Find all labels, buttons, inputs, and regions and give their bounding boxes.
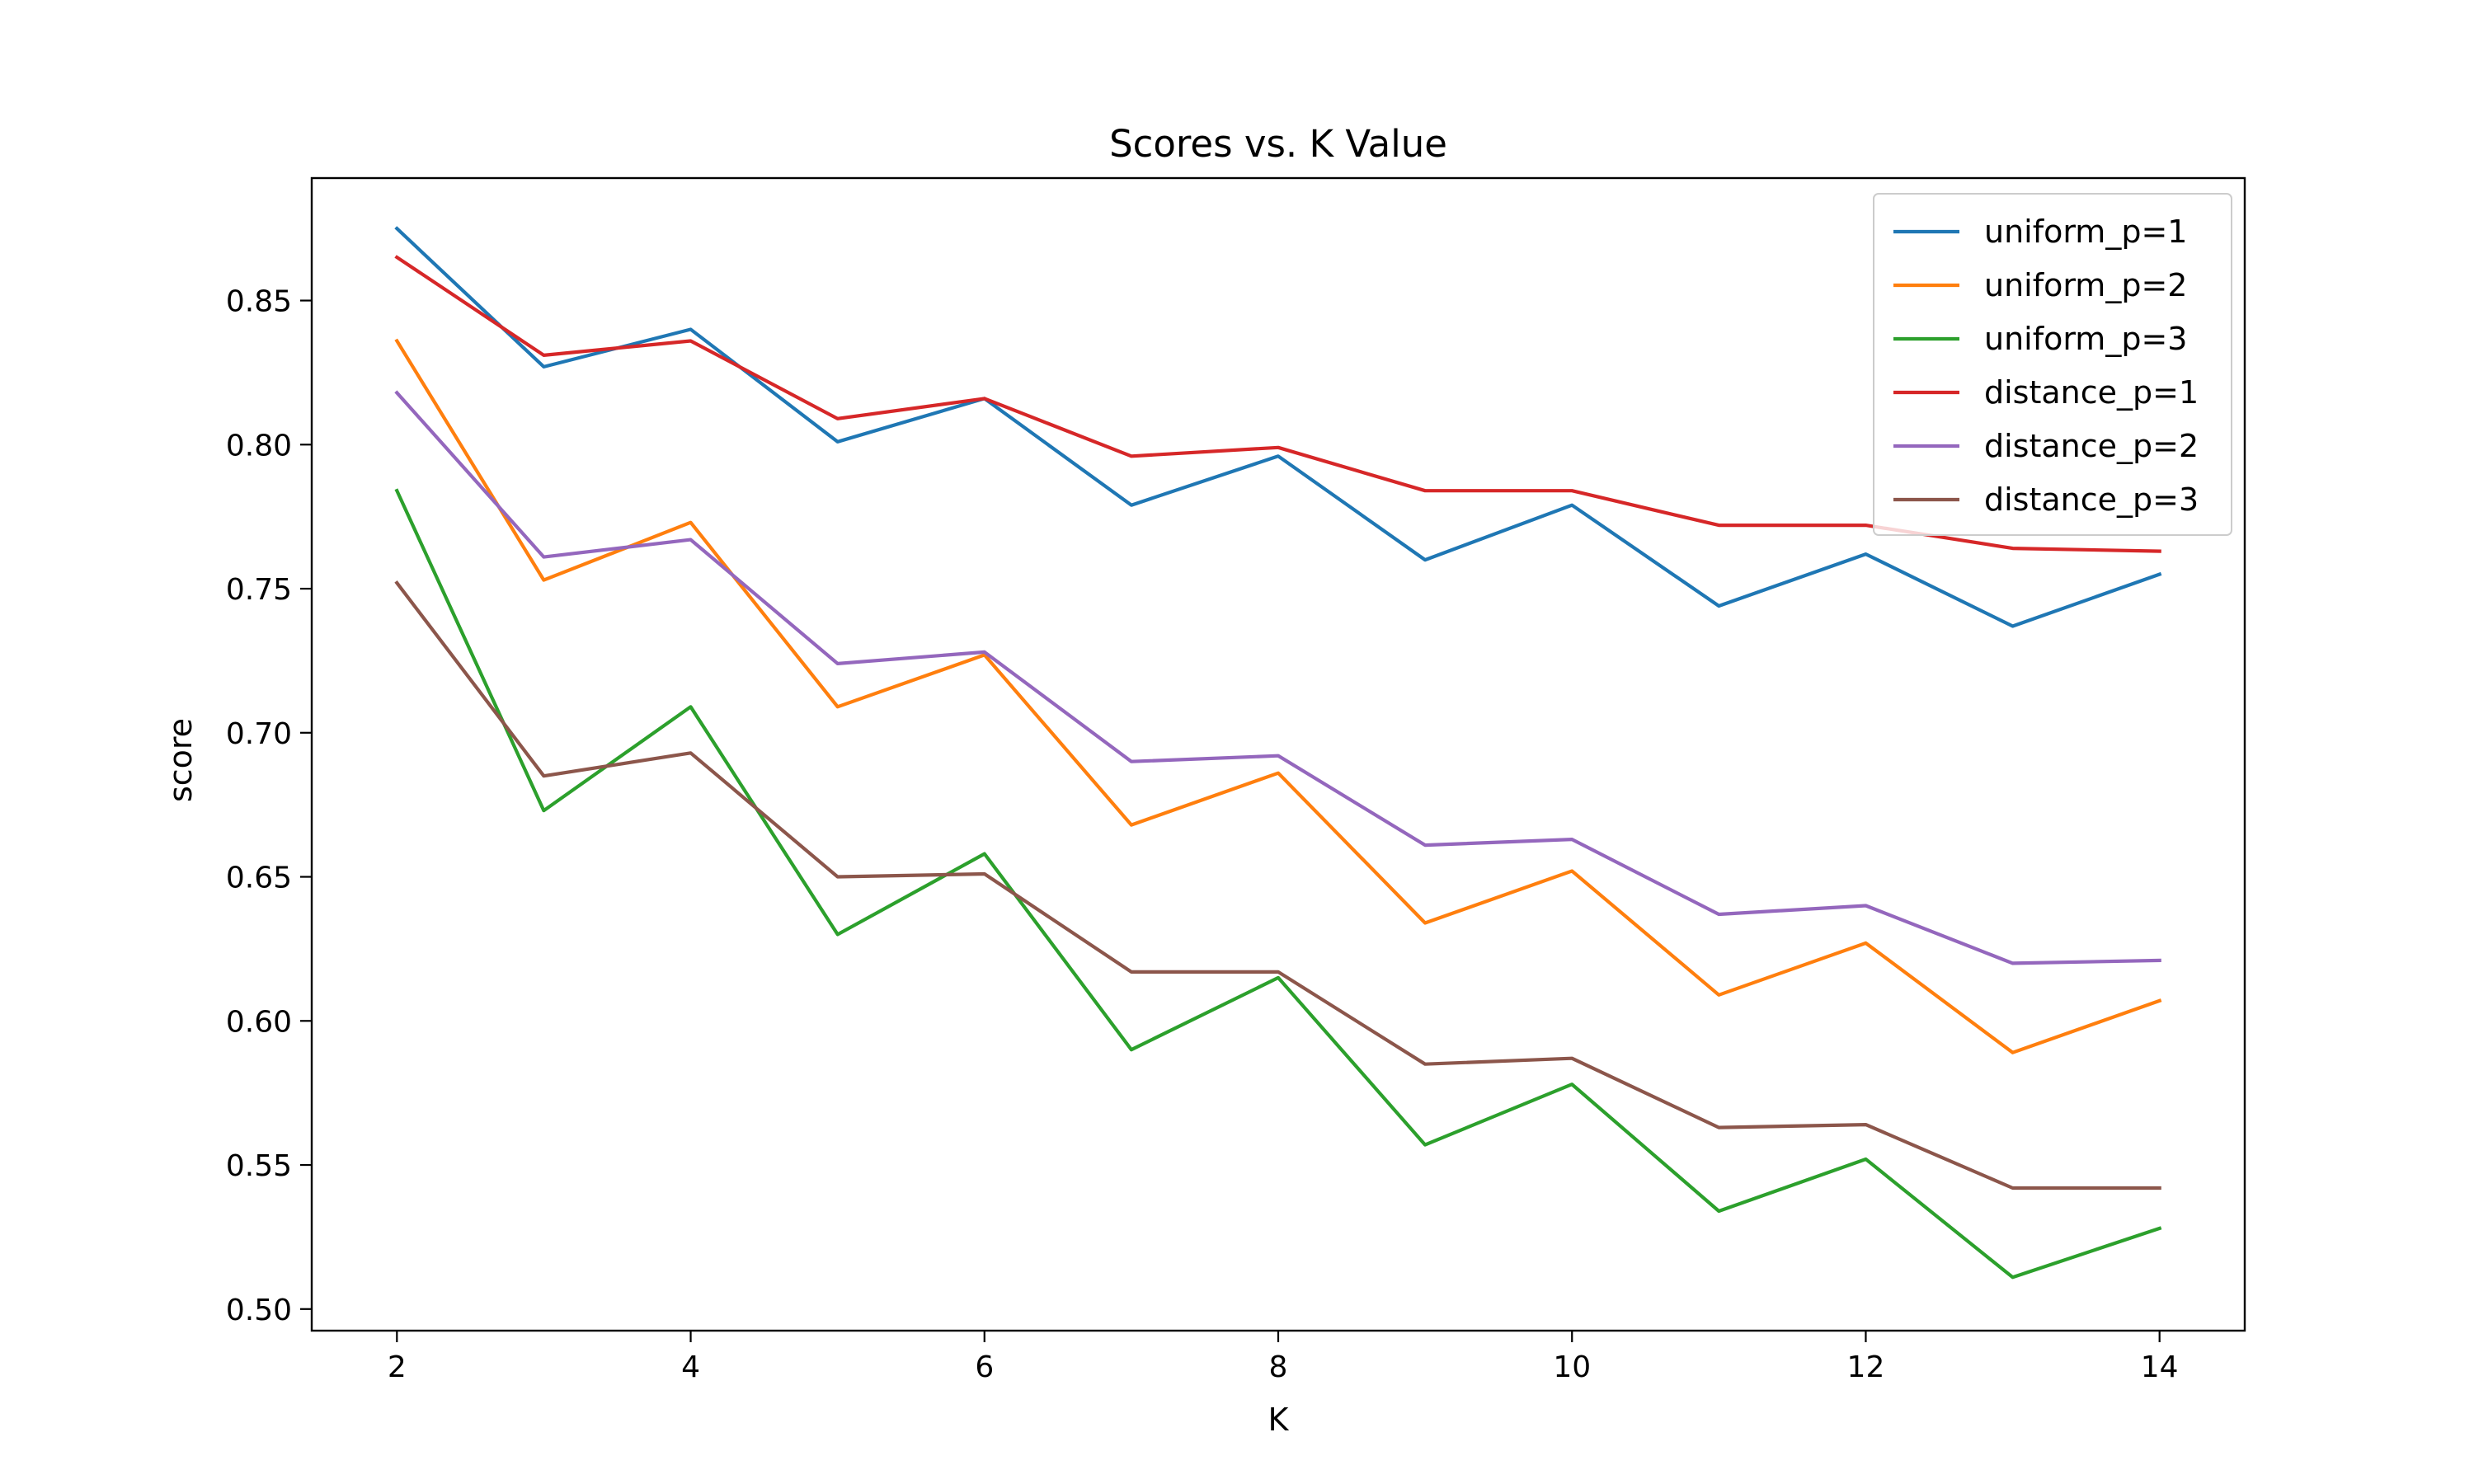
x-tick-label: 4: [681, 1350, 700, 1384]
legend-label: uniform_p=3: [1984, 321, 2187, 357]
legend-box: [1873, 193, 2232, 536]
legend: uniform_p=1 uniform_p=2 uniform_p=3distanc…: [1873, 193, 2232, 536]
y-axis: 0.50 0.55 0.60 0.65 0.70 0.75 0.80 0.85: [226, 285, 312, 1327]
x-tick-label: 2: [388, 1350, 407, 1384]
chart-title: Scores vs. K Value: [1109, 122, 1447, 166]
legend-label: distance_p=1: [1984, 374, 2199, 411]
x-tick-label: 10: [1553, 1350, 1591, 1384]
legend-label: uniform_p=1: [1984, 214, 2187, 250]
y-tick-label: 0.75: [226, 573, 292, 607]
x-tick-label: 8: [1269, 1350, 1288, 1384]
y-tick-label: 0.50: [226, 1294, 292, 1327]
legend-label: distance_p=2: [1984, 428, 2199, 464]
y-tick-label: 0.85: [226, 285, 292, 319]
x-tick-label: 12: [1847, 1350, 1885, 1384]
series-line-uniform-p-1: [394, 226, 2162, 628]
y-tick-label: 0.65: [226, 862, 292, 895]
y-tick-label: 0.80: [226, 429, 292, 463]
legend-label: uniform_p=2: [1984, 267, 2187, 303]
series-line-uniform-p-3: [394, 488, 2162, 1280]
x-tick-label: 6: [975, 1350, 994, 1384]
x-axis: 2 4 6 8 10 12 14: [388, 1331, 2179, 1384]
x-axis-label: K: [1268, 1402, 1290, 1438]
x-tick-label: 14: [2141, 1350, 2179, 1384]
y-tick-label: 0.70: [226, 717, 292, 751]
y-axis-label: score: [162, 718, 199, 802]
y-tick-label: 0.55: [226, 1149, 292, 1183]
series-line-distance-p-2: [394, 390, 2161, 965]
series-line-distance-p-1: [394, 255, 2161, 553]
plot-area: [394, 226, 2162, 1280]
series-line-uniform-p-2: [394, 338, 2162, 1054]
series-line-distance-p-3: [394, 580, 2161, 1190]
y-tick-label: 0.60: [226, 1005, 292, 1039]
legend-label: distance_p=3: [1984, 481, 2199, 518]
